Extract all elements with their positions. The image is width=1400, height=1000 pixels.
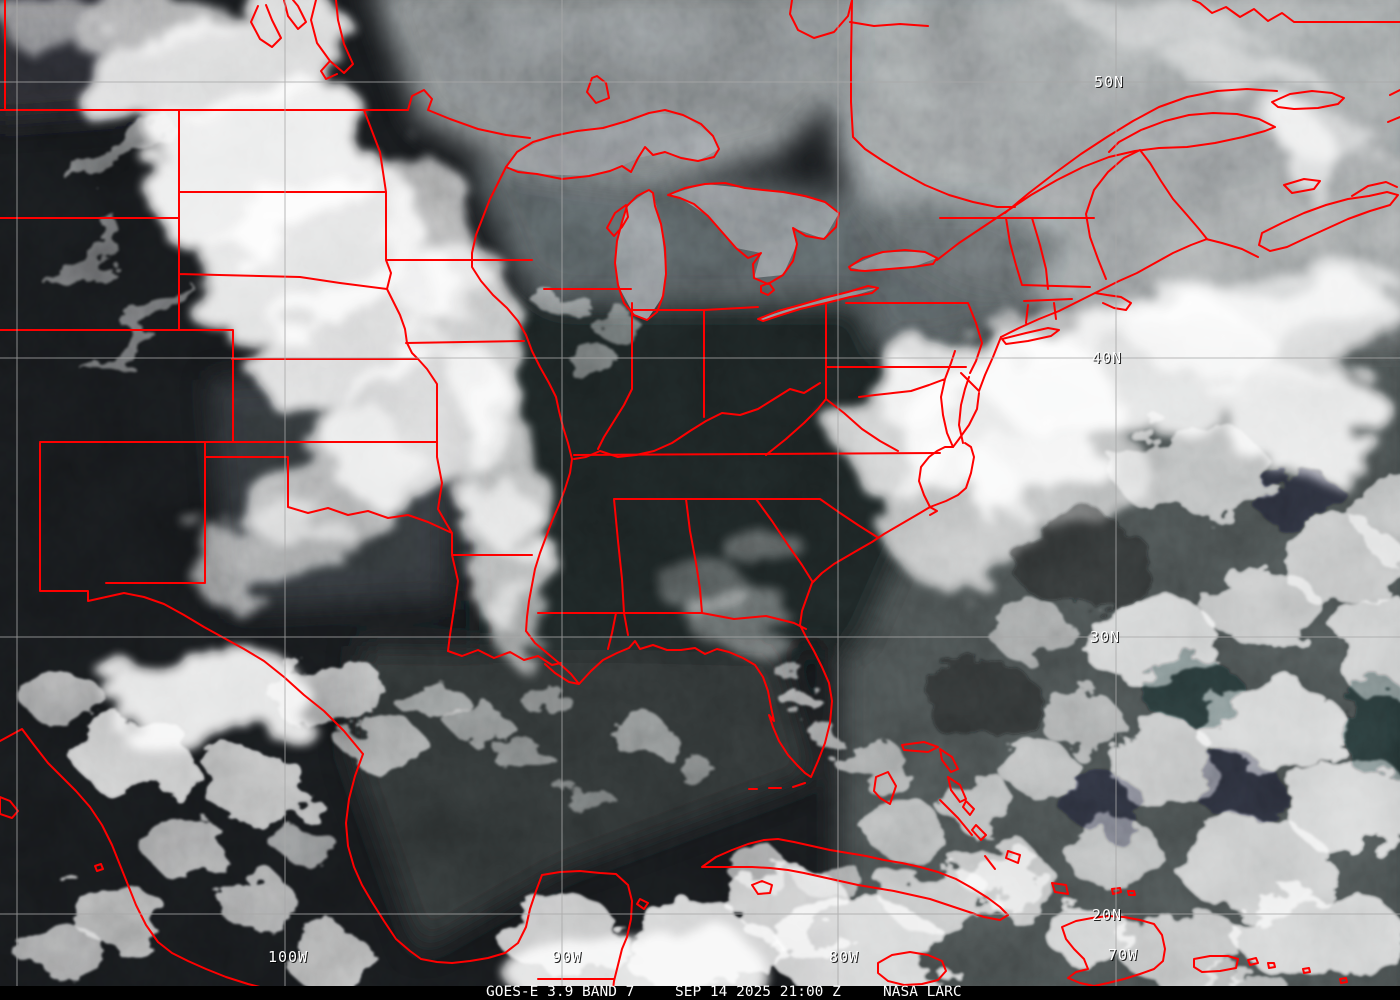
border-new-england [939,149,1208,345]
status-bar: GOES-E 3.9 BAND 7 SEP 14 2025 21:00 Z NA… [0,984,1400,1000]
border-st-lawrence-gaspe [936,88,1345,261]
border-lakes-huron-erie-ontario [667,182,938,322]
lat-label-30n: 30N [1090,628,1120,646]
lon-label-100w: 100W [268,948,308,966]
border-mid-atlantic [573,302,1002,460]
border-caribbean-islands [877,887,1348,987]
lon-label-70w: 70W [1108,946,1138,964]
footer-product-label: GOES-E 3.9 BAND 7 [486,984,635,1000]
border-maritimes [1205,178,1399,258]
border-lake-michigan [606,189,667,321]
border-cuba [701,838,1009,921]
grid-labels: 50N 40N 30N 20N 100W 90W 80W 70W [268,73,1138,966]
border-labrador-james-bay [789,0,1400,123]
border-mexico [0,728,453,1000]
border-lake-superior [505,109,720,180]
border-plains-states [0,109,533,443]
lat-label-40n: 40N [1092,349,1122,367]
border-canada-prairies [0,0,531,139]
lon-label-90w: 90W [552,948,582,966]
border-gulf-atlantic-coast [447,442,975,790]
border-ontario-quebec [850,0,1016,208]
footer-timestamp: SEP 14 2025 21:00 Z [675,984,841,1000]
lon-label-80w: 80W [829,948,859,966]
border-bahamas [873,741,1069,895]
border-south-central [39,441,941,755]
lat-label-20n: 20N [1092,906,1122,924]
footer-credit: NASA LARC [883,984,962,1000]
border-manitoba-lakes [250,0,610,104]
border-midwest [363,109,759,632]
lat-label-50n: 50N [1094,73,1124,91]
border-yucatan [451,870,649,998]
